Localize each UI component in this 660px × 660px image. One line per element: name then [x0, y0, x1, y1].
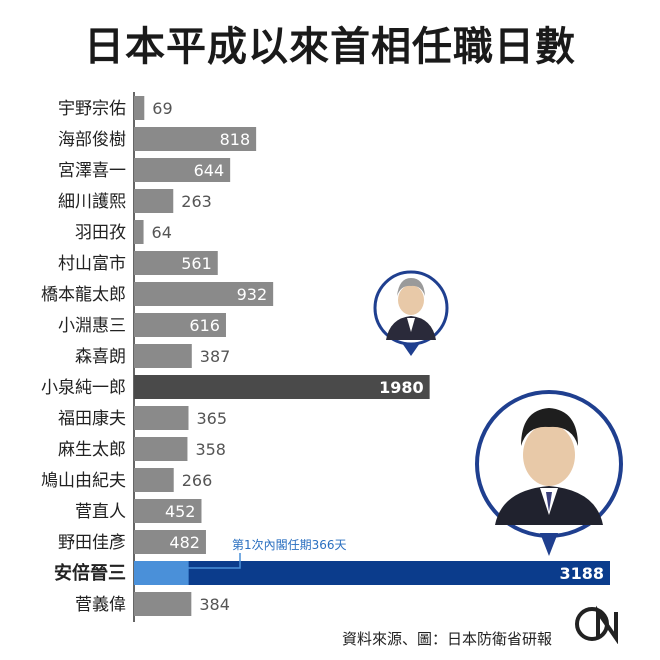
category-label: 森喜朗 — [75, 347, 126, 367]
bar — [134, 282, 274, 306]
first-term-segment — [134, 561, 189, 585]
value-label: 365 — [196, 409, 227, 428]
bar — [134, 530, 206, 554]
abe-portrait-icon — [495, 408, 603, 525]
value-label: 263 — [181, 192, 212, 211]
category-label: 安倍晉三 — [54, 562, 126, 584]
bar — [134, 561, 610, 585]
category-label: 細川護熙 — [58, 192, 126, 212]
bar — [134, 127, 257, 151]
category-label: 海部俊樹 — [58, 130, 126, 150]
bar — [134, 220, 144, 244]
value-label: 387 — [200, 347, 231, 366]
koizumi-portrait-icon — [386, 278, 436, 340]
category-label: 橋本龍太郎 — [41, 285, 126, 305]
bar — [134, 158, 231, 182]
bar — [134, 344, 192, 368]
value-label: 266 — [182, 471, 213, 490]
value-label: 1980 — [379, 378, 424, 397]
category-label: 野田佳彥 — [58, 533, 126, 553]
bar — [134, 189, 174, 213]
category-label: 麻生太郎 — [58, 440, 126, 460]
category-label: 村山富市 — [58, 254, 126, 274]
category-label: 菅義偉 — [75, 595, 126, 615]
source-footer: 資料來源、圖：日本防衛省研報 — [342, 630, 553, 648]
bar — [134, 468, 174, 492]
value-label: 482 — [169, 533, 200, 552]
bar — [134, 406, 189, 430]
value-label: 64 — [152, 223, 172, 242]
value-label: 644 — [194, 161, 225, 180]
bar — [134, 251, 218, 275]
category-label: 宇野宗佑 — [58, 99, 126, 119]
bar — [134, 375, 430, 399]
abe-portrait-callout — [475, 390, 623, 556]
value-label: 69 — [152, 99, 172, 118]
value-label: 818 — [220, 130, 251, 149]
category-label: 小泉純一郎 — [41, 378, 126, 398]
bar — [134, 592, 192, 616]
category-label: 福田康夫 — [58, 409, 126, 429]
category-label: 鳩山由紀夫 — [41, 471, 126, 491]
chart-title: 日本平成以來首相任職日數 — [84, 24, 576, 70]
category-label: 小淵惠三 — [58, 316, 126, 336]
category-label: 宮澤喜一 — [58, 161, 126, 181]
value-label: 358 — [195, 440, 226, 459]
bar — [134, 437, 188, 461]
annotation-label: 第1次內閣任期366天 — [232, 538, 347, 552]
koizumi-portrait-callout — [373, 270, 449, 356]
value-label: 616 — [189, 316, 220, 335]
bars-layer: 宇野宗佑 69 海部俊樹 818 宮澤喜一 644 細川護熙 263 羽田孜 64 村山富市 561 橋… — [41, 96, 610, 616]
cna-logo-icon — [575, 605, 618, 644]
value-label: 384 — [199, 595, 230, 614]
category-label: 羽田孜 — [75, 223, 126, 243]
bar — [134, 313, 226, 337]
value-label: 452 — [165, 502, 196, 521]
first-term-annotation: 第1次內閣任期366天 — [186, 538, 347, 569]
value-label: 3188 — [559, 564, 604, 583]
bar — [134, 499, 202, 523]
value-label: 932 — [237, 285, 268, 304]
category-label: 菅直人 — [75, 502, 126, 522]
value-label: 561 — [181, 254, 212, 273]
bar — [134, 96, 145, 120]
